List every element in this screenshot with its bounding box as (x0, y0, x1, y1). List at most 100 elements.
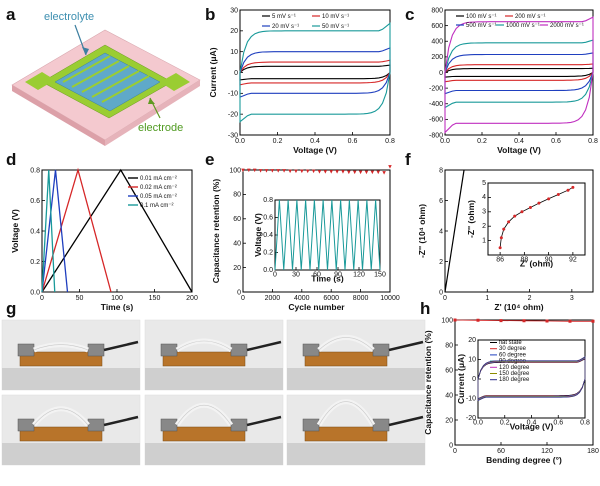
y-tick-label: 40 (233, 241, 241, 248)
retention-point (453, 318, 457, 322)
legend-entry: 50 mV s⁻¹ (322, 24, 349, 30)
legend-entry: 0.02 mA cm⁻² (140, 185, 177, 191)
retention-point: ▼ (305, 169, 311, 175)
retention-point: ▼ (364, 170, 370, 176)
photo-bench (287, 368, 425, 390)
cv-loop-5 mV s⁻¹ (239, 64, 391, 81)
retention-point: ▼ (358, 170, 364, 176)
y-tick-label: 8 (439, 167, 443, 174)
retention-point: ▼ (264, 168, 270, 174)
inset-cv-loop-flat state (477, 358, 586, 400)
legend-entry: 100 mV s⁻¹ (466, 14, 497, 20)
y-tick-label: 10 (468, 356, 476, 363)
y-tick-label: 20 (468, 337, 476, 344)
panel-label-b: b (205, 5, 215, 24)
cv-loop-20 mV s⁻¹ (239, 47, 391, 98)
y-tick-label: 0.6 (30, 198, 40, 205)
x-tick-label: 0 (40, 295, 44, 302)
x-tick-label: 60 (313, 272, 321, 279)
plot-frame (487, 182, 586, 256)
inset-nyquist-point (566, 188, 570, 192)
retention-point: ▼ (269, 168, 275, 174)
clip-left (17, 343, 35, 357)
retention-point: ▼ (246, 168, 252, 174)
x-tick-label: 0.6 (551, 138, 561, 145)
cv-loop-100 mV s⁻¹ (444, 67, 594, 78)
clip-left (302, 343, 320, 357)
x-tick-label: 0.2 (477, 138, 487, 145)
inset-cv-loop-150 degree (477, 356, 586, 401)
y-tick-label: 100 (441, 317, 453, 324)
legend-entry: 500 mV s⁻¹ (466, 23, 497, 29)
x-axis-label: Bending degree (°) (486, 455, 562, 465)
legend-entry: 180 degree (499, 377, 530, 383)
x-tick-label: 0 (273, 272, 277, 279)
bending-photo (1, 319, 141, 391)
y-tick-label: 1 (482, 237, 486, 244)
x-tick-label: 0 (453, 448, 457, 455)
retention-point: ▼ (287, 169, 293, 175)
panel-a: a electrolyte electrode (6, 5, 201, 146)
y-axis-label: Current (μA) (456, 354, 466, 404)
retention-point: ▼ (252, 168, 258, 174)
x-tick-label: 150 (149, 295, 161, 302)
y-tick-label: -600 (429, 117, 443, 124)
chart-e: 0 2000 4000 6000 8000 10000 100 80 60 40 20 0 Cycle … (211, 164, 400, 312)
cable (246, 340, 282, 352)
x-tick-label: 100 (111, 295, 123, 302)
cable (103, 340, 139, 352)
y-tick-label: 400 (431, 39, 443, 46)
retention-point: ▼ (316, 169, 322, 175)
y-tick-label: 600 (431, 23, 443, 30)
retention-point: ▼ (328, 169, 334, 175)
clip-left (160, 418, 178, 432)
panel-label-f: f (405, 150, 411, 169)
cv-loop-500 mV s⁻¹ (444, 52, 594, 95)
x-tick-label: 8000 (353, 295, 369, 302)
x-tick-label: 180 (587, 448, 599, 455)
retention-point: ▼ (240, 168, 246, 174)
plot-frame (477, 339, 586, 419)
inset-cv-loop-180 degree (477, 356, 586, 402)
y-axis-label: Voltage (V) (10, 209, 20, 253)
y-tick-label: 20 (233, 265, 241, 272)
y-tick-label: 0.2 (30, 259, 40, 266)
photo-bench (2, 443, 140, 465)
y-tick-label: -20 (228, 112, 238, 119)
x-tick-label: 30 (292, 272, 300, 279)
legend-entry: 150 degree (499, 371, 530, 377)
x-tick-label: 3 (570, 295, 574, 302)
panel-label-g: g (6, 299, 16, 318)
legend-entry: 1000 mV s⁻¹ (506, 23, 540, 29)
chart-f-inset: 86 88 90 92 5 4 3 2 1 Z' (ohm) -Z'' (ohm) (466, 180, 586, 269)
x-tick-label: 86 (496, 257, 504, 264)
x-tick-label: 0.0 (473, 420, 483, 427)
panel-label-c: c (405, 5, 414, 24)
panel-label-h: h (420, 299, 430, 318)
clip-left (302, 418, 320, 432)
inset-nyquist-point (502, 227, 506, 231)
inset-cv-loop-60 degree (477, 357, 586, 400)
inset-nyquist-line (499, 186, 574, 248)
x-tick-label: 0.0 (235, 138, 245, 145)
legend-entry: 30 degree (499, 346, 527, 352)
x-tick-label: 0.2 (273, 138, 283, 145)
y-tick-label: 0.2 (263, 249, 273, 256)
plot-frame (239, 9, 391, 136)
inset-nyquist-point (507, 220, 511, 224)
gcd-curve-0.05 mA cm⁻² (41, 169, 69, 293)
bending-photo (1, 394, 141, 466)
y-tick-label: 0.8 (30, 167, 40, 174)
panel-label-e: e (205, 150, 214, 169)
electrode-label: electrode (138, 122, 183, 134)
legend-entry: 10 mV s⁻¹ (322, 14, 349, 20)
legend-entry: 0.05 mA cm⁻² (140, 194, 177, 200)
clip-right (230, 343, 248, 357)
x-tick-label: 0.0 (440, 138, 450, 145)
device-substrate (19, 351, 103, 367)
retention-point: ▼ (334, 170, 340, 176)
y-tick-label: 20 (230, 28, 238, 35)
